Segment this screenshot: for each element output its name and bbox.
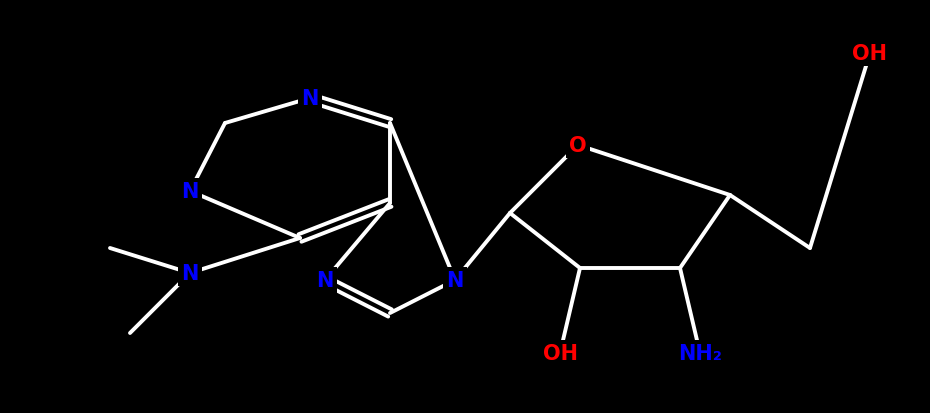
Text: OH: OH [853, 44, 887, 64]
Text: O: O [569, 136, 587, 156]
Text: N: N [181, 182, 199, 202]
Text: N: N [181, 263, 199, 283]
Text: N: N [446, 271, 464, 290]
Text: N: N [316, 271, 334, 290]
Text: OH: OH [542, 343, 578, 363]
Text: N: N [301, 89, 319, 109]
Text: NH₂: NH₂ [678, 343, 722, 363]
